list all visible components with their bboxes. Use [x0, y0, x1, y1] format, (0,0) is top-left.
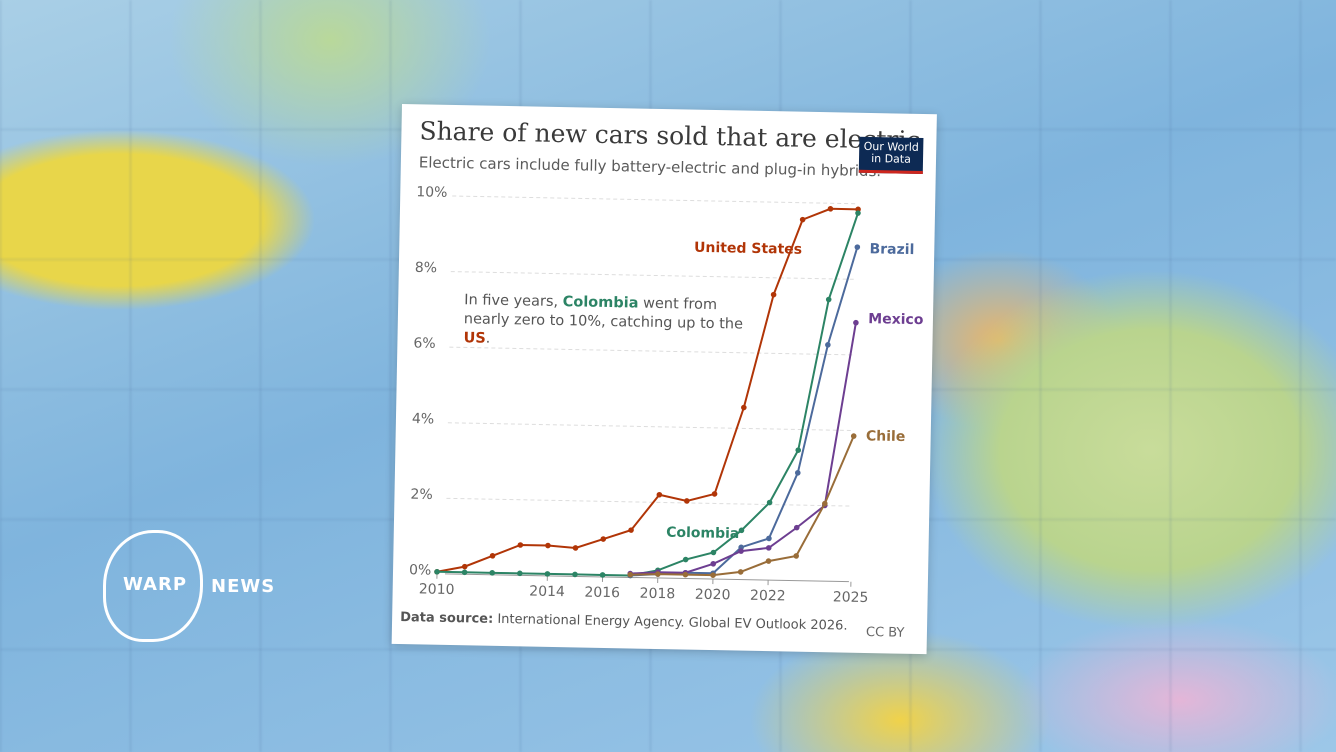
data-point [627, 571, 634, 578]
annotation-highlight: US [463, 330, 486, 347]
series-label: United States [694, 240, 802, 258]
data-point [738, 527, 745, 534]
series-label: Chile [866, 428, 906, 445]
data-point [827, 206, 834, 212]
data-point [682, 571, 689, 578]
grid-line [446, 497, 851, 507]
x-tick-label: 2022 [750, 588, 786, 605]
data-point [517, 570, 523, 577]
grid-line [450, 271, 855, 280]
data-point [765, 545, 772, 551]
data-point [825, 296, 832, 303]
data-point [799, 216, 806, 223]
chart: 0% 2% 4% 6% 8% 10% 2010 2014 2016 2018 2020 2022 202… [409, 184, 924, 606]
data-point [710, 572, 716, 578]
annotation-text: In five years, [464, 292, 563, 311]
grid-line [447, 422, 852, 431]
y-tick-label: 6% [413, 335, 436, 351]
data-point [793, 524, 800, 531]
x-tick-label: 2016 [584, 585, 620, 602]
data-point [710, 561, 717, 567]
x-axis-line [444, 573, 849, 583]
data-point [599, 572, 606, 578]
data-point [572, 571, 578, 578]
data-point [656, 491, 663, 498]
y-tick-label: 0% [409, 562, 432, 578]
annotation-text: . [485, 330, 491, 347]
data-point [710, 549, 717, 556]
data-point [684, 498, 690, 504]
data-point [517, 542, 524, 548]
brand-left: WARP [123, 574, 188, 595]
data-point [461, 569, 468, 576]
data-point [544, 571, 551, 577]
data-point [766, 535, 772, 542]
data-point [711, 491, 718, 497]
data-point [853, 319, 859, 326]
data-point [737, 569, 744, 575]
data-point [572, 545, 579, 551]
license: CC BY [865, 625, 905, 641]
data-point [850, 433, 857, 439]
data-point [741, 404, 747, 411]
data-point [825, 342, 831, 348]
y-tick-label: 10% [416, 184, 447, 201]
data-point [628, 527, 634, 533]
x-tick-label: 2010 [419, 581, 455, 598]
series-line [630, 322, 857, 575]
y-tick-label: 4% [412, 411, 435, 427]
grid-line [452, 195, 857, 205]
data-point [770, 291, 777, 298]
x-tick-label: 2025 [833, 589, 869, 606]
x-tick-label: 2020 [695, 587, 731, 604]
data-point [794, 470, 801, 476]
data-point [738, 548, 744, 554]
series-line [436, 207, 859, 573]
data-point [489, 570, 496, 576]
data-point [766, 499, 773, 506]
data-point [793, 553, 799, 559]
data-point [682, 556, 689, 563]
series-label: Mexico [868, 311, 924, 328]
data-point [854, 244, 861, 250]
data-point [795, 447, 802, 453]
y-tick-label: 8% [415, 260, 438, 276]
data-point [434, 568, 440, 575]
data-point [765, 558, 772, 564]
chart-card: Share of new cars sold that are electric… [391, 104, 937, 655]
grid-line [449, 346, 854, 356]
annotation-highlight: Colombia [562, 294, 639, 312]
series-label: Brazil [869, 241, 914, 258]
annotation: In five years, Colombia went from nearly… [463, 291, 744, 353]
data-point [489, 553, 496, 559]
brand-right: NEWS [211, 576, 276, 597]
brand-ring [103, 530, 203, 642]
series-line [437, 212, 859, 577]
brand-logo: WARP NEWS [103, 530, 274, 642]
series-label: Colombia [666, 525, 739, 542]
x-tick-label: 2014 [529, 584, 565, 601]
data-point [545, 542, 551, 549]
data-point [655, 571, 661, 577]
source-label: Data source: [399, 610, 494, 627]
data-point [855, 210, 861, 216]
data-point [822, 500, 828, 507]
data-point [600, 536, 607, 542]
y-tick-label: 2% [410, 487, 433, 503]
data-point [461, 563, 468, 570]
x-tick-label: 2018 [639, 586, 675, 603]
